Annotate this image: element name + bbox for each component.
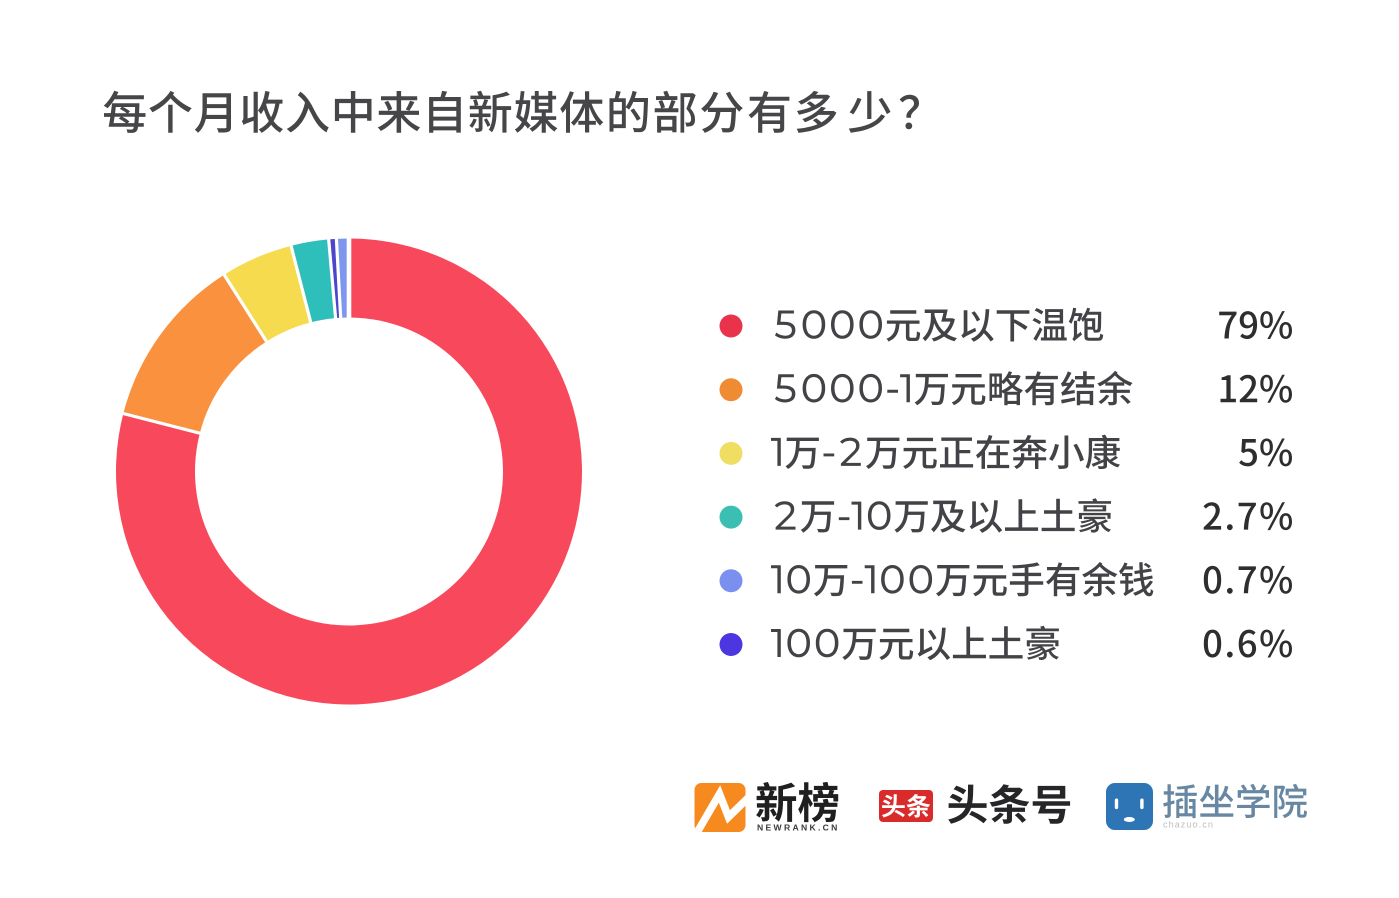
svg-text:NEWRANK.CN: NEWRANK.CN bbox=[757, 823, 840, 833]
svg-text:chazuo.cn: chazuo.cn bbox=[1163, 820, 1214, 830]
